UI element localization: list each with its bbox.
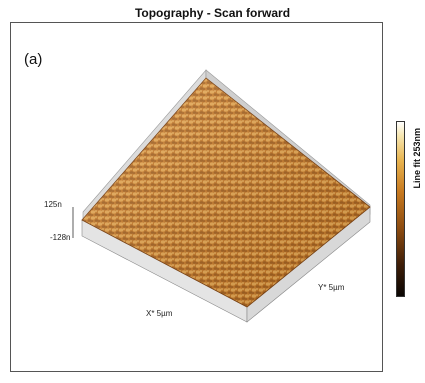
z-max-tick: 125n [44, 200, 62, 209]
colorbar [396, 121, 405, 297]
x-axis-label: X* 5µm [146, 309, 173, 318]
z-min-tick: -128n [50, 233, 70, 242]
panel-label: (a) [24, 51, 43, 68]
chart-title: Topography - Scan forward [134, 6, 291, 20]
colorbar-label: Line fit 253nm [412, 128, 422, 189]
y-axis-label: Y* 5µm [318, 283, 345, 292]
